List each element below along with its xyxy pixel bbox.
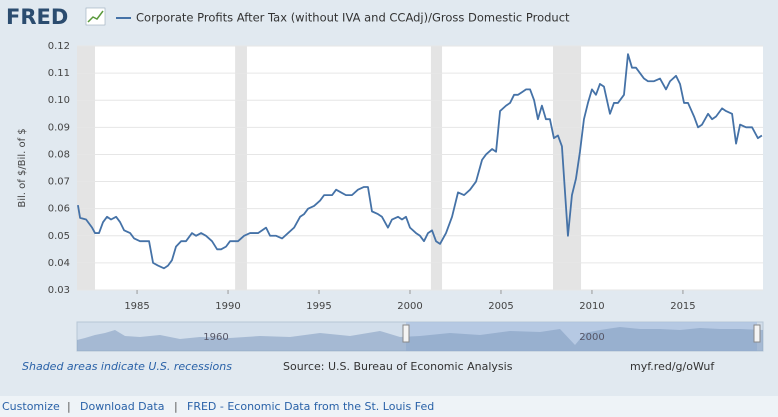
logo-icon	[85, 7, 106, 26]
x-tick-label: 2015	[670, 301, 695, 312]
recession-band	[553, 46, 582, 290]
navigator: 1960 2000	[76, 321, 764, 352]
y-tick-label: 0.03	[48, 285, 70, 296]
footer-link[interactable]: FRED - Economic Data from the St. Louis …	[187, 400, 434, 413]
separator: |	[67, 400, 71, 413]
y-tick-label: 0.07	[48, 177, 70, 188]
plot: 0.03 0.04 0.05 0.06 0.07 0.08 0.09 0.10 0.11 0.12…	[48, 41, 763, 312]
y-tick-label: 0.04	[48, 258, 70, 269]
y-tick-label: 0.11	[48, 68, 70, 79]
x-tick-label: 1990	[215, 301, 240, 312]
x-tick-label: 2005	[488, 301, 513, 312]
footer-link[interactable]: Download Data	[80, 400, 164, 413]
footer-link[interactable]: Customize	[2, 400, 60, 413]
y-tick-label: 0.09	[48, 122, 70, 133]
y-tick-label: 0.12	[48, 41, 70, 52]
x-tick-label: 2000	[397, 301, 422, 312]
footer-bar	[0, 396, 778, 417]
series-line	[77, 53, 763, 270]
recession-band	[430, 46, 443, 290]
separator: |	[174, 400, 178, 413]
x-tick-label: 2010	[579, 301, 604, 312]
y-tick-label: 0.08	[48, 149, 70, 160]
plot-area	[77, 46, 763, 290]
x-tick-label: 1995	[306, 301, 331, 312]
y-tick-label: 0.05	[48, 231, 70, 242]
legend-label: Corporate Profits After Tax (without IVA…	[136, 11, 570, 25]
navigator-label: 1960	[203, 332, 228, 343]
short-url: myf.red/g/oWuf	[630, 360, 715, 373]
y-axis-label: Bil. of $/Bil. of $	[17, 128, 28, 207]
logo: FRED	[6, 5, 68, 29]
recession-band	[77, 46, 96, 290]
recession-note: Shaded areas indicate U.S. recessions	[22, 360, 232, 373]
y-tick-label: 0.10	[48, 95, 70, 106]
source-note: Source: U.S. Bureau of Economic Analysis	[283, 360, 513, 373]
recession-band	[235, 46, 247, 290]
y-tick-label: 0.06	[48, 204, 70, 215]
x-tick-label: 1985	[124, 301, 149, 312]
navigator-label: 2000	[579, 332, 604, 343]
